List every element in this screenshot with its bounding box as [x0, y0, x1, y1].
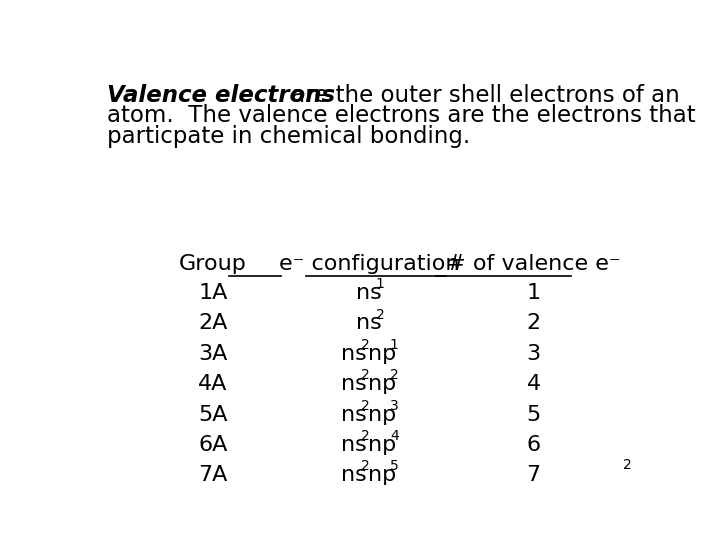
Text: np: np: [368, 344, 396, 364]
Text: 4: 4: [526, 374, 541, 394]
Text: ns: ns: [356, 313, 382, 333]
Text: 2: 2: [390, 368, 399, 382]
Text: np: np: [368, 435, 396, 455]
Text: e⁻ configuration: e⁻ configuration: [279, 254, 459, 274]
Text: 3A: 3A: [198, 344, 228, 364]
Text: 3: 3: [526, 344, 541, 364]
Text: 7: 7: [526, 465, 541, 485]
Text: 2A: 2A: [198, 313, 228, 333]
Text: 5A: 5A: [198, 404, 228, 424]
Text: ns: ns: [341, 374, 367, 394]
Text: 6A: 6A: [198, 435, 228, 455]
Text: 1: 1: [376, 277, 384, 291]
Text: 2: 2: [361, 429, 370, 443]
Text: ns: ns: [341, 465, 367, 485]
Text: 5: 5: [390, 460, 399, 474]
Text: Valence electrons: Valence electrons: [107, 84, 335, 106]
Text: # of valence e⁻: # of valence e⁻: [447, 254, 621, 274]
Text: Group: Group: [179, 254, 247, 274]
Text: particpate in chemical bonding.: particpate in chemical bonding.: [107, 125, 470, 148]
Text: ns: ns: [341, 344, 367, 364]
Text: are the outer shell electrons of an: are the outer shell electrons of an: [284, 84, 679, 106]
Text: 7A: 7A: [198, 465, 228, 485]
Text: 4A: 4A: [198, 374, 228, 394]
Text: 2: 2: [361, 368, 370, 382]
Text: 2: 2: [361, 399, 370, 413]
Text: atom.  The valence electrons are the electrons that: atom. The valence electrons are the elec…: [107, 104, 696, 127]
Text: ns: ns: [341, 404, 367, 424]
Text: 1A: 1A: [198, 283, 228, 303]
Text: 2: 2: [361, 460, 370, 474]
Text: 2: 2: [376, 308, 384, 322]
Text: 2: 2: [623, 458, 631, 472]
Text: np: np: [368, 374, 396, 394]
Text: 4: 4: [390, 429, 399, 443]
Text: 6: 6: [526, 435, 541, 455]
Text: ns: ns: [341, 435, 367, 455]
Text: 5: 5: [526, 404, 541, 424]
Text: 3: 3: [390, 399, 399, 413]
Text: ns: ns: [356, 283, 382, 303]
Text: 1: 1: [526, 283, 541, 303]
Text: np: np: [368, 404, 396, 424]
Text: np: np: [368, 465, 396, 485]
Text: 2: 2: [526, 313, 541, 333]
Text: 2: 2: [361, 338, 370, 352]
Text: 1: 1: [390, 338, 399, 352]
